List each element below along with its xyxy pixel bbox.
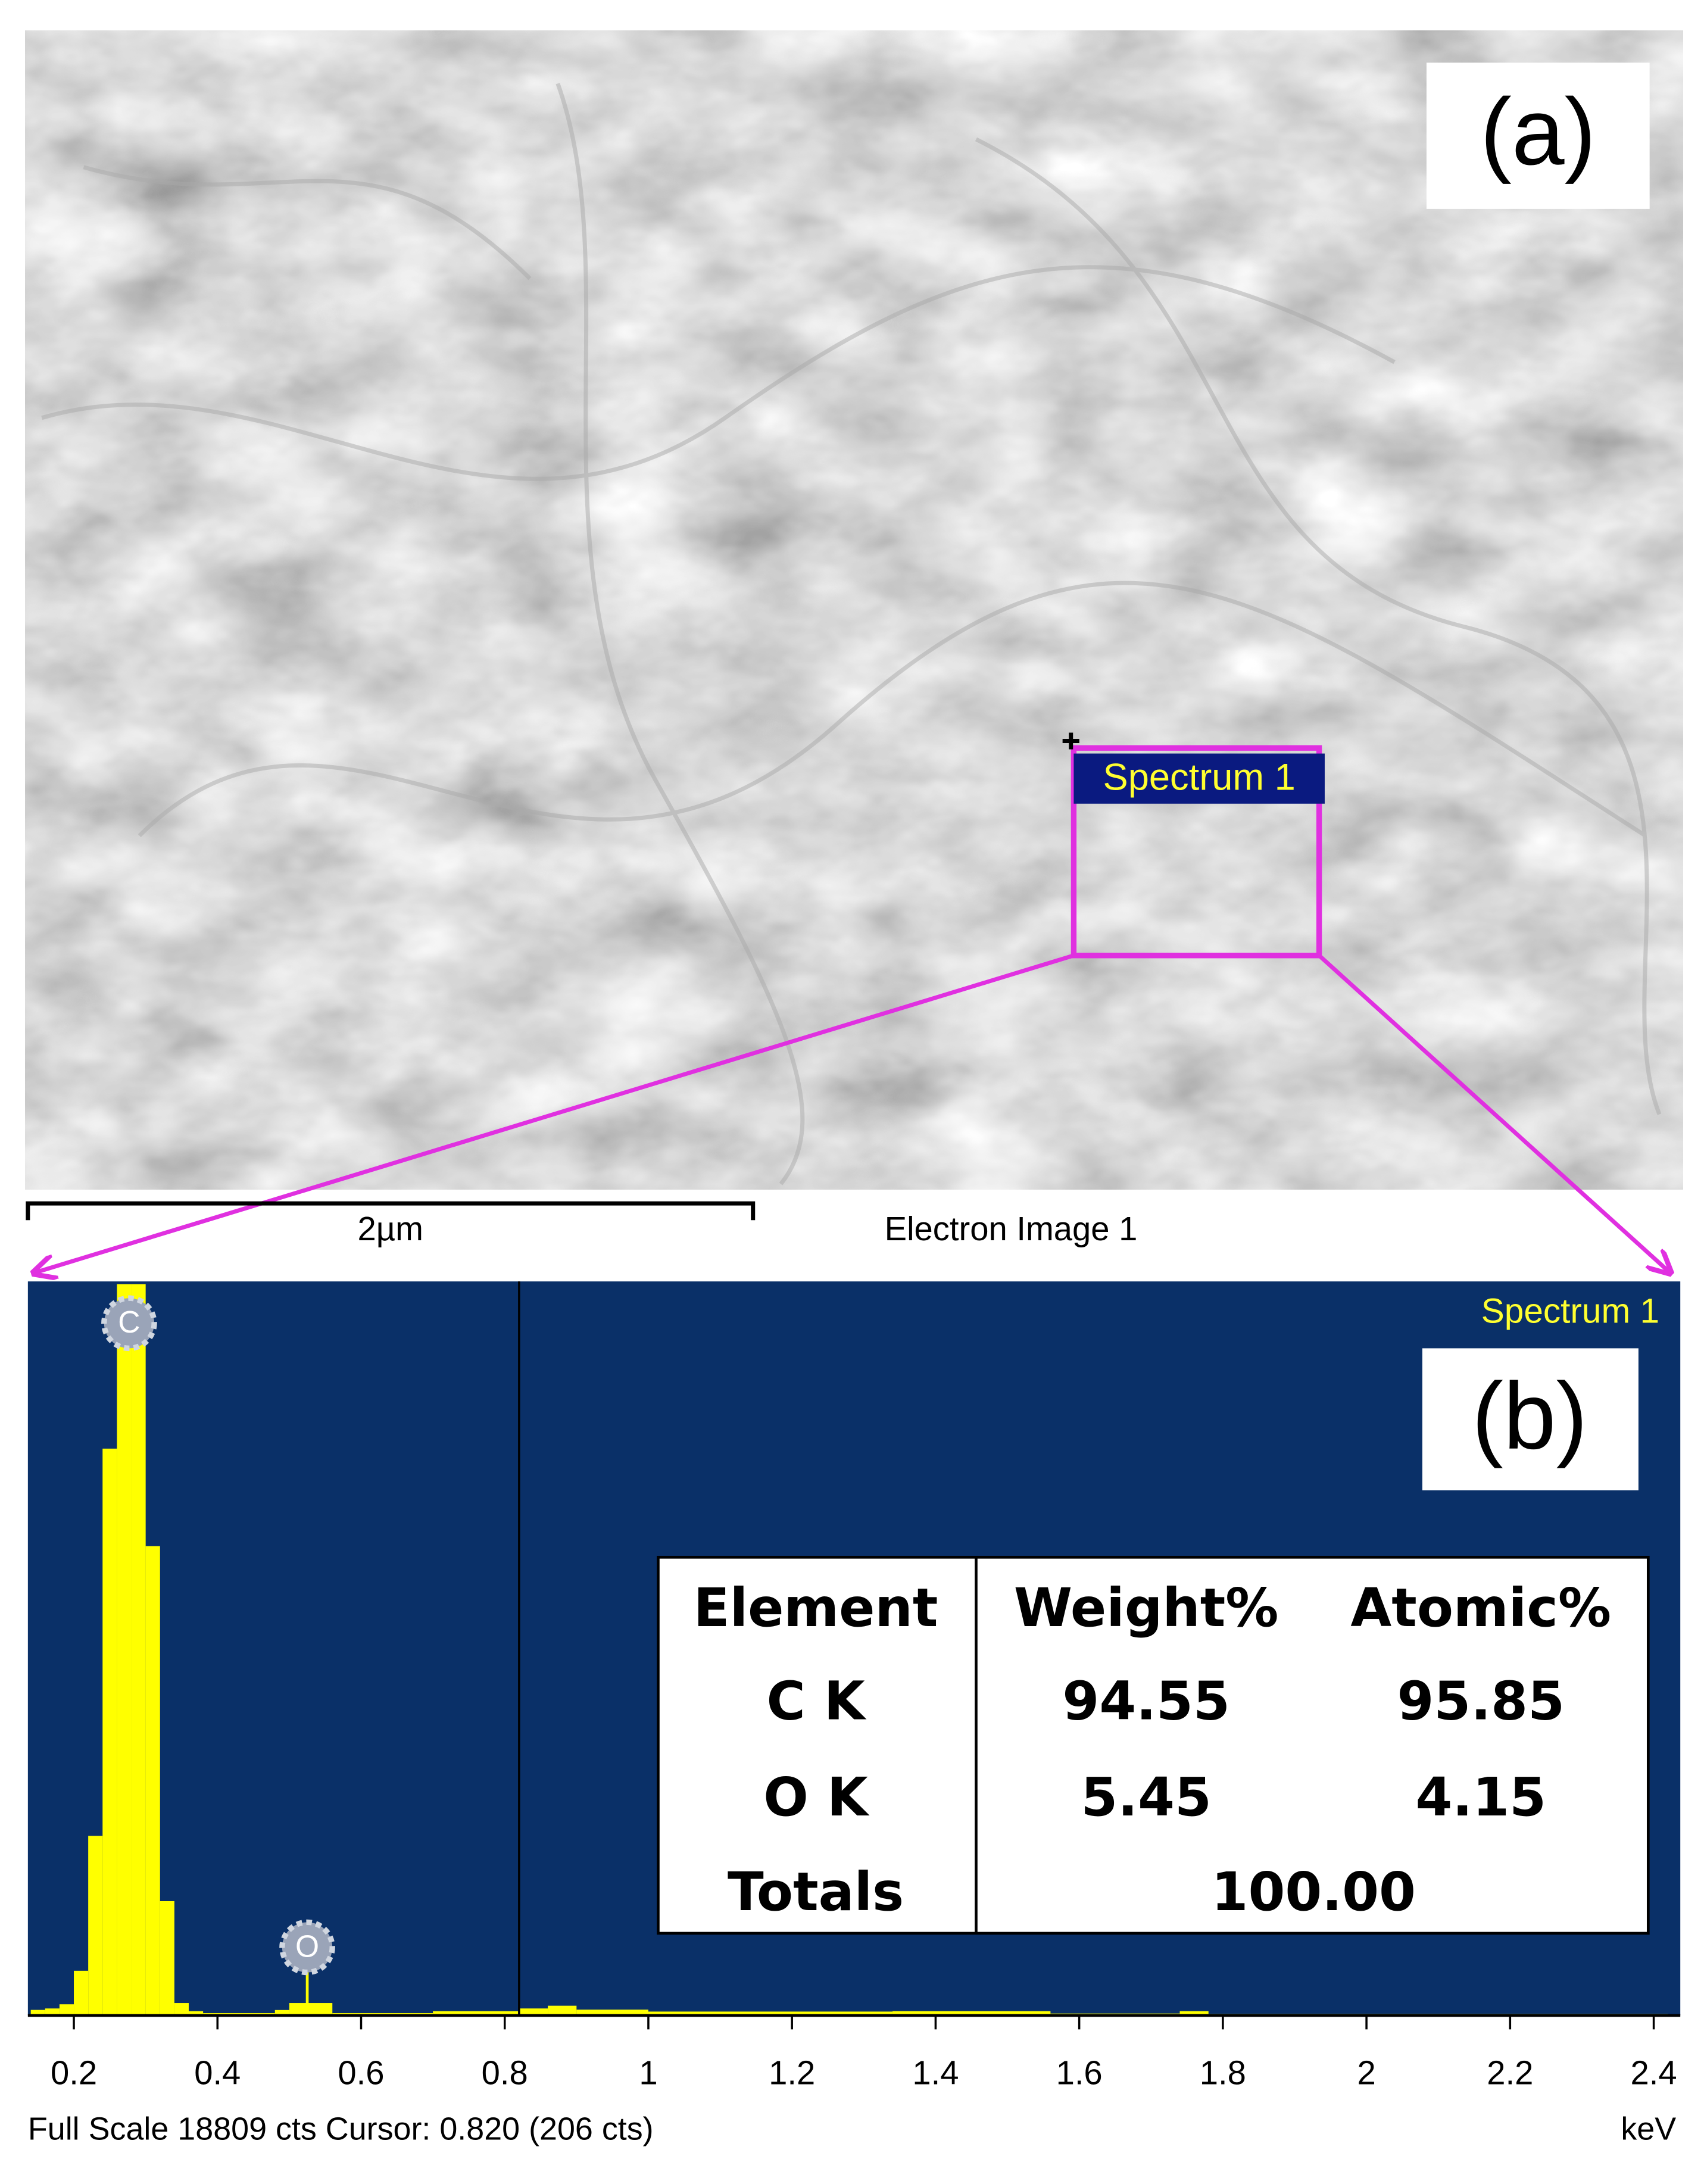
fiber xyxy=(83,165,532,280)
x-tick-label: 0.4 xyxy=(194,2054,241,2091)
bar xyxy=(145,1546,160,2015)
sem-image xyxy=(25,30,1683,1190)
zoom-line xyxy=(1318,954,1671,1273)
region-label: Spectrum 1 xyxy=(1103,757,1296,798)
bar xyxy=(174,2003,189,2015)
x-unit: keV xyxy=(1621,2111,1676,2146)
region-box xyxy=(1071,745,1322,959)
zoom-line xyxy=(33,953,1075,1273)
region-label-box xyxy=(1073,753,1325,804)
bar xyxy=(102,1448,117,2015)
x-tick-label: 1.8 xyxy=(1200,2054,1246,2091)
bar xyxy=(892,2011,1051,2015)
x-tick-label: 0.2 xyxy=(51,2054,97,2091)
table-cell: 100.00 xyxy=(1212,1861,1416,1923)
x-tick-label: 2 xyxy=(1357,2054,1375,2091)
fibers xyxy=(41,83,1662,1185)
peak-marker xyxy=(101,1295,157,1352)
x-tick-label: 1 xyxy=(639,2054,657,2091)
peak-label: O xyxy=(295,1929,319,1963)
table-cell: 94.55 xyxy=(1062,1670,1229,1732)
spectrum-name: Spectrum 1 xyxy=(1481,1291,1659,1330)
bar xyxy=(274,2010,289,2015)
peak-label: C xyxy=(118,1305,140,1339)
table-cell: C K xyxy=(766,1670,866,1732)
x-tick-label: 1.6 xyxy=(1056,2054,1103,2091)
table-cell: Totals xyxy=(728,1861,904,1923)
panel-label: (a) xyxy=(1480,79,1596,185)
table-header: Element xyxy=(694,1577,938,1639)
table-header: Atomic% xyxy=(1350,1577,1611,1639)
x-tick-label: 2.4 xyxy=(1630,2054,1677,2091)
table-cell: 5.45 xyxy=(1081,1766,1212,1828)
label-box xyxy=(1422,1348,1639,1491)
table xyxy=(657,1555,1650,1935)
scale-bar xyxy=(26,1201,756,1221)
x-tick-label: 0.6 xyxy=(338,2054,384,2091)
bar xyxy=(289,2003,333,2015)
spectrum: CO xyxy=(30,1281,1668,2015)
x-tick-label: 1.4 xyxy=(912,2054,959,2091)
fiber xyxy=(138,581,1647,838)
bar xyxy=(1179,2011,1209,2015)
cursor-cross xyxy=(1062,732,1079,750)
table-cell: 95.85 xyxy=(1397,1670,1565,1732)
bar xyxy=(648,2011,893,2015)
bar xyxy=(59,2004,74,2015)
table-header: Weight% xyxy=(1014,1577,1279,1639)
table-cell: O K xyxy=(763,1766,870,1828)
bar xyxy=(548,2005,577,2015)
x-tick-label: 2.2 xyxy=(1487,2054,1533,2091)
bar xyxy=(519,2008,548,2015)
scale-bar-label: 2µm xyxy=(358,1210,423,1247)
bar xyxy=(189,2011,204,2015)
bar xyxy=(131,1284,146,2015)
bar xyxy=(30,2010,45,2015)
panel-label: (b) xyxy=(1472,1363,1588,1469)
bar xyxy=(576,2010,648,2015)
bar xyxy=(74,1970,89,2015)
fiber xyxy=(975,137,1662,1115)
peak-marker xyxy=(279,1919,335,1976)
x-tick-label: 0.8 xyxy=(482,2054,528,2091)
table-cell: 4.15 xyxy=(1415,1766,1546,1828)
footer: Full Scale 18809 cts Cursor: 0.820 (206 … xyxy=(28,2111,654,2146)
image-label: Electron Image 1 xyxy=(885,1210,1138,1247)
x-tick-label: 1.2 xyxy=(769,2054,815,2091)
bar xyxy=(45,2008,60,2015)
bar xyxy=(433,2011,519,2015)
bar xyxy=(88,1836,103,2015)
label-box xyxy=(1426,63,1650,209)
fiber xyxy=(555,83,805,1185)
fiber xyxy=(41,265,1396,481)
bar xyxy=(160,1901,174,2015)
